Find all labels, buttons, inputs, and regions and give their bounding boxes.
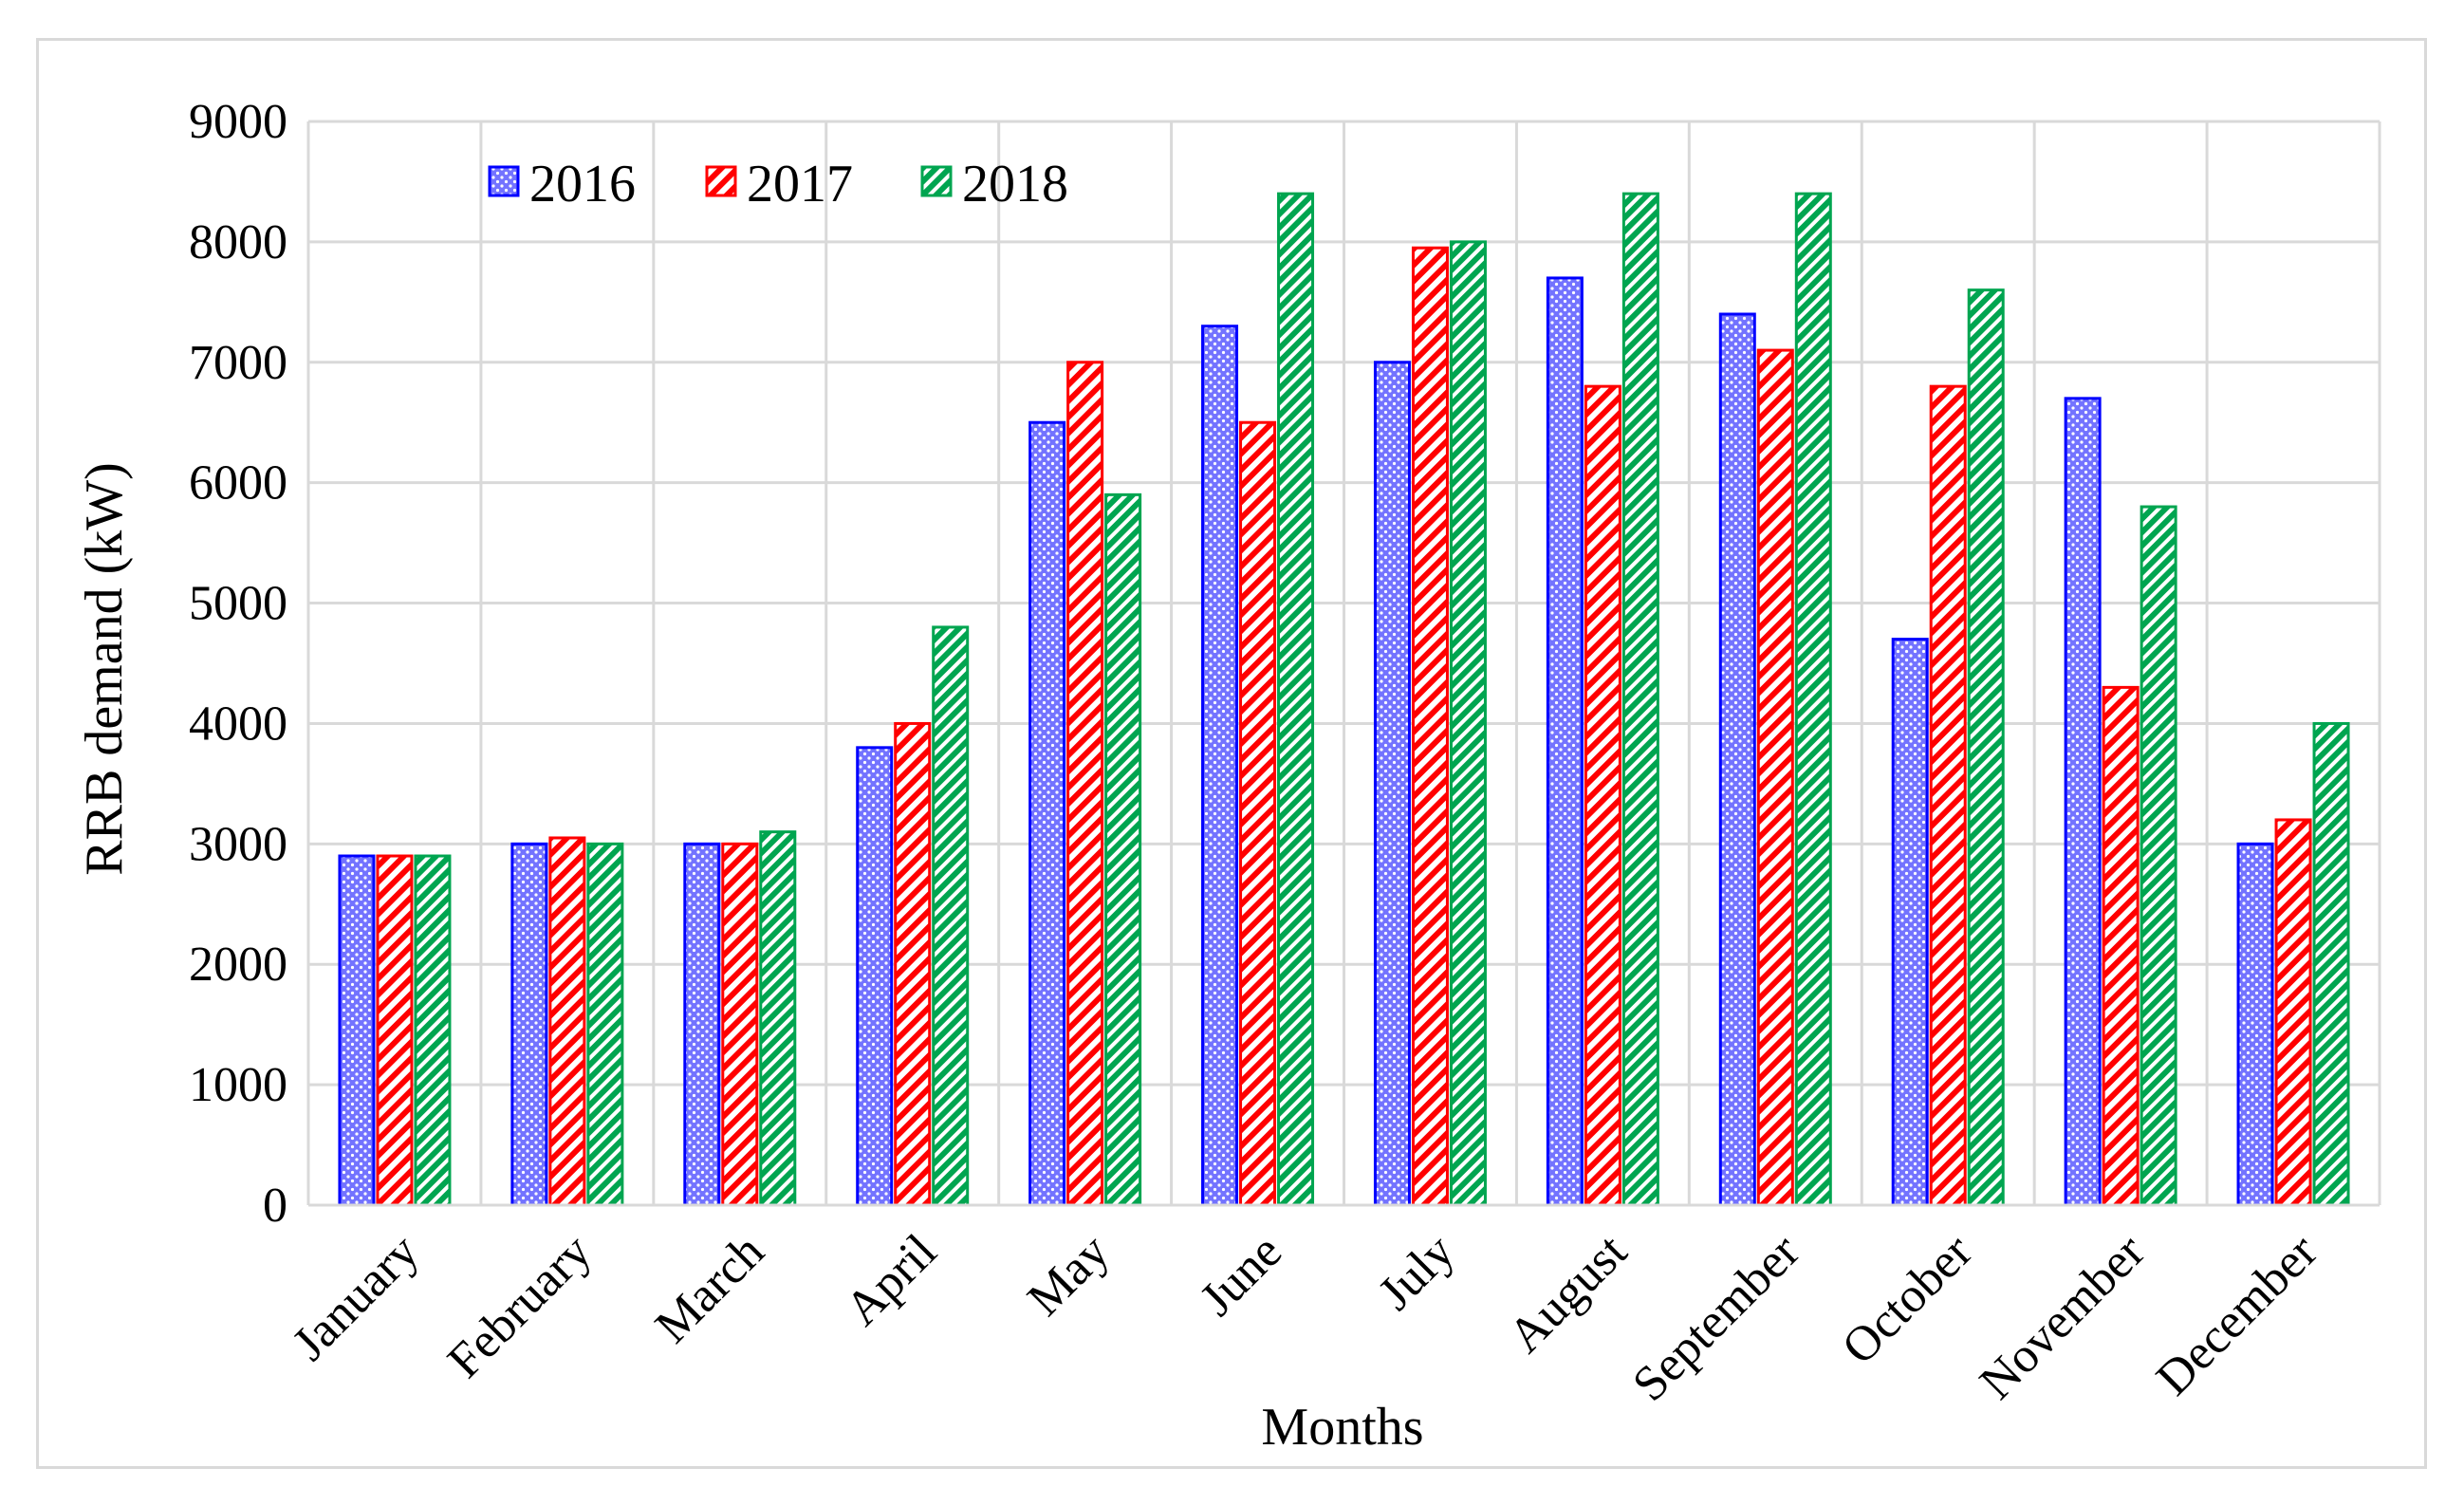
- bar-2016-may: [1028, 420, 1066, 1207]
- bar-2018-june: [1277, 192, 1315, 1207]
- legend-label-2017: 2017: [747, 155, 853, 214]
- bar-2018-february: [586, 842, 624, 1207]
- bar-2017-march: [721, 842, 759, 1207]
- bar-2017-february: [548, 836, 586, 1207]
- bar-2016-december: [2236, 842, 2274, 1207]
- bar-2016-june: [1201, 325, 1239, 1207]
- y-tick-label: 7000: [189, 336, 287, 390]
- bar-2017-september: [1756, 348, 1794, 1207]
- x-tick-label: September: [1622, 1224, 1810, 1412]
- x-tick-label: July: [1368, 1224, 1465, 1321]
- legend: 2016 2017 2018: [488, 155, 1068, 214]
- bar-2017-august: [1584, 384, 1621, 1207]
- bar-2017-november: [2102, 685, 2140, 1207]
- bar-2018-january: [414, 854, 452, 1207]
- y-tick-label: 9000: [189, 95, 287, 149]
- legend-swatch-2016: [488, 165, 520, 197]
- bar-2016-november: [2064, 397, 2102, 1207]
- bar-2017-october: [1929, 384, 1967, 1207]
- bar-2016-august: [1546, 276, 1584, 1207]
- y-tick-labels: 0 1000 2000 3000 4000 5000 6000 7000 8000 9000: [189, 95, 287, 1233]
- x-tick-label: August: [1498, 1224, 1638, 1364]
- x-tick-label: December: [2146, 1224, 2327, 1405]
- x-tick-label: October: [1832, 1224, 1983, 1375]
- x-tick-label: May: [1017, 1224, 1120, 1327]
- bar-2016-march: [683, 842, 721, 1207]
- y-tick-label: 0: [263, 1179, 287, 1233]
- y-tick-label: 6000: [189, 456, 287, 511]
- bar-2018-september: [1794, 192, 1832, 1207]
- bar-2016-september: [1718, 312, 1756, 1207]
- bar-2017-december: [2274, 818, 2312, 1207]
- bar-2018-august: [1621, 192, 1659, 1207]
- bar-2018-april: [932, 625, 970, 1207]
- y-tick-label: 5000: [189, 577, 287, 631]
- y-axis-title: RRB demand (kW): [75, 462, 134, 875]
- y-tick-label: 8000: [189, 215, 287, 269]
- legend-swatch-2018: [920, 165, 953, 197]
- bar-2017-april: [894, 721, 932, 1207]
- y-tick-label: 3000: [189, 817, 287, 871]
- y-tick-label: 2000: [189, 938, 287, 992]
- x-tick-label: March: [645, 1224, 774, 1353]
- bar-2017-january: [376, 854, 414, 1207]
- bar-2018-july: [1449, 240, 1487, 1207]
- legend-swatch-2017: [705, 165, 737, 197]
- x-tick-label: April: [835, 1224, 947, 1336]
- legend-label-2018: 2018: [962, 155, 1068, 214]
- legend-label-2016: 2016: [529, 155, 636, 214]
- bar-2018-october: [1967, 288, 2005, 1207]
- bar-2018-may: [1104, 492, 1142, 1207]
- bar-2018-march: [759, 830, 797, 1207]
- bar-2018-december: [2312, 721, 2350, 1207]
- y-tick-label: 4000: [189, 697, 287, 751]
- x-tick-labels: January February March April May June July Augu…: [283, 1224, 2328, 1412]
- x-tick-label: February: [437, 1224, 602, 1388]
- x-tick-label: June: [1190, 1224, 1292, 1327]
- bar-2016-april: [856, 746, 894, 1207]
- bar-2016-february: [510, 842, 548, 1207]
- bar-2016-october: [1891, 638, 1929, 1207]
- y-tick-label: 1000: [189, 1058, 287, 1112]
- bar-2016-january: [338, 854, 376, 1207]
- x-axis-title: Months: [1261, 1398, 1423, 1457]
- bar-2016-july: [1373, 361, 1411, 1207]
- bars: [338, 192, 2350, 1207]
- bar-2018-november: [2140, 505, 2177, 1207]
- x-tick-label: January: [283, 1224, 430, 1371]
- x-tick-label: November: [1970, 1224, 2156, 1410]
- bar-2017-june: [1239, 420, 1277, 1207]
- bar-2017-may: [1066, 361, 1104, 1207]
- bar-2017-july: [1411, 246, 1449, 1207]
